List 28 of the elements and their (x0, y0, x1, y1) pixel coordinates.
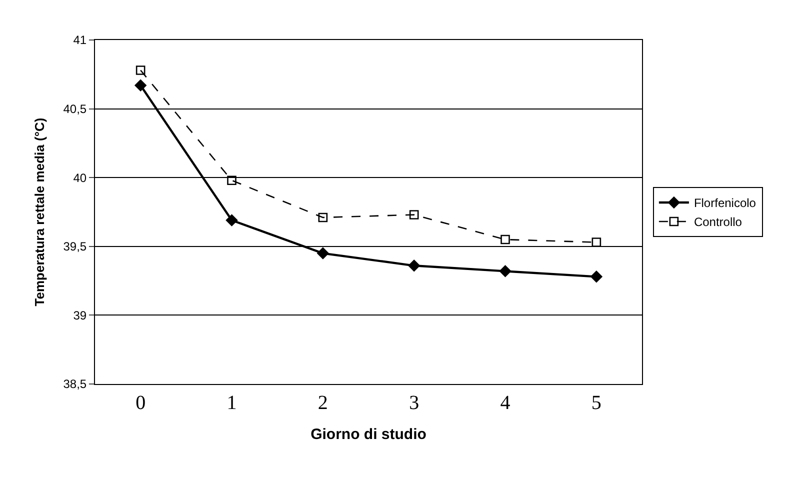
point (408, 260, 420, 272)
x-tick-label: 4 (500, 392, 510, 414)
legend-label: Florfenicolo (694, 196, 756, 210)
y-tick-label: 38,5 (63, 377, 87, 392)
point (136, 66, 146, 75)
point (500, 234, 510, 244)
x-tick-label: 3 (409, 392, 420, 414)
x-tick-label: 0 (136, 392, 146, 414)
legend-label: Controllo (694, 215, 742, 230)
x-tick-label: 2 (318, 392, 328, 414)
point (590, 270, 602, 283)
x-axis-title: Giorno di studio (310, 426, 426, 443)
point (134, 80, 146, 92)
y-tick-label: 39,5 (63, 240, 87, 254)
point (227, 176, 236, 185)
point (592, 238, 602, 247)
point (409, 210, 419, 220)
y-tick-label: 39 (73, 308, 87, 322)
y-tick-label: 40,5 (63, 102, 87, 116)
x-tick-label: 1 (226, 392, 237, 414)
y-tick-label: 40 (73, 170, 87, 185)
y-tick-label: 41 (73, 33, 87, 48)
point (317, 247, 329, 260)
point (318, 212, 328, 222)
point (499, 265, 512, 278)
point (226, 214, 238, 226)
y-axis-title: Temperatura rettale media (°C) (32, 118, 48, 306)
x-tick-label: 5 (591, 392, 602, 414)
